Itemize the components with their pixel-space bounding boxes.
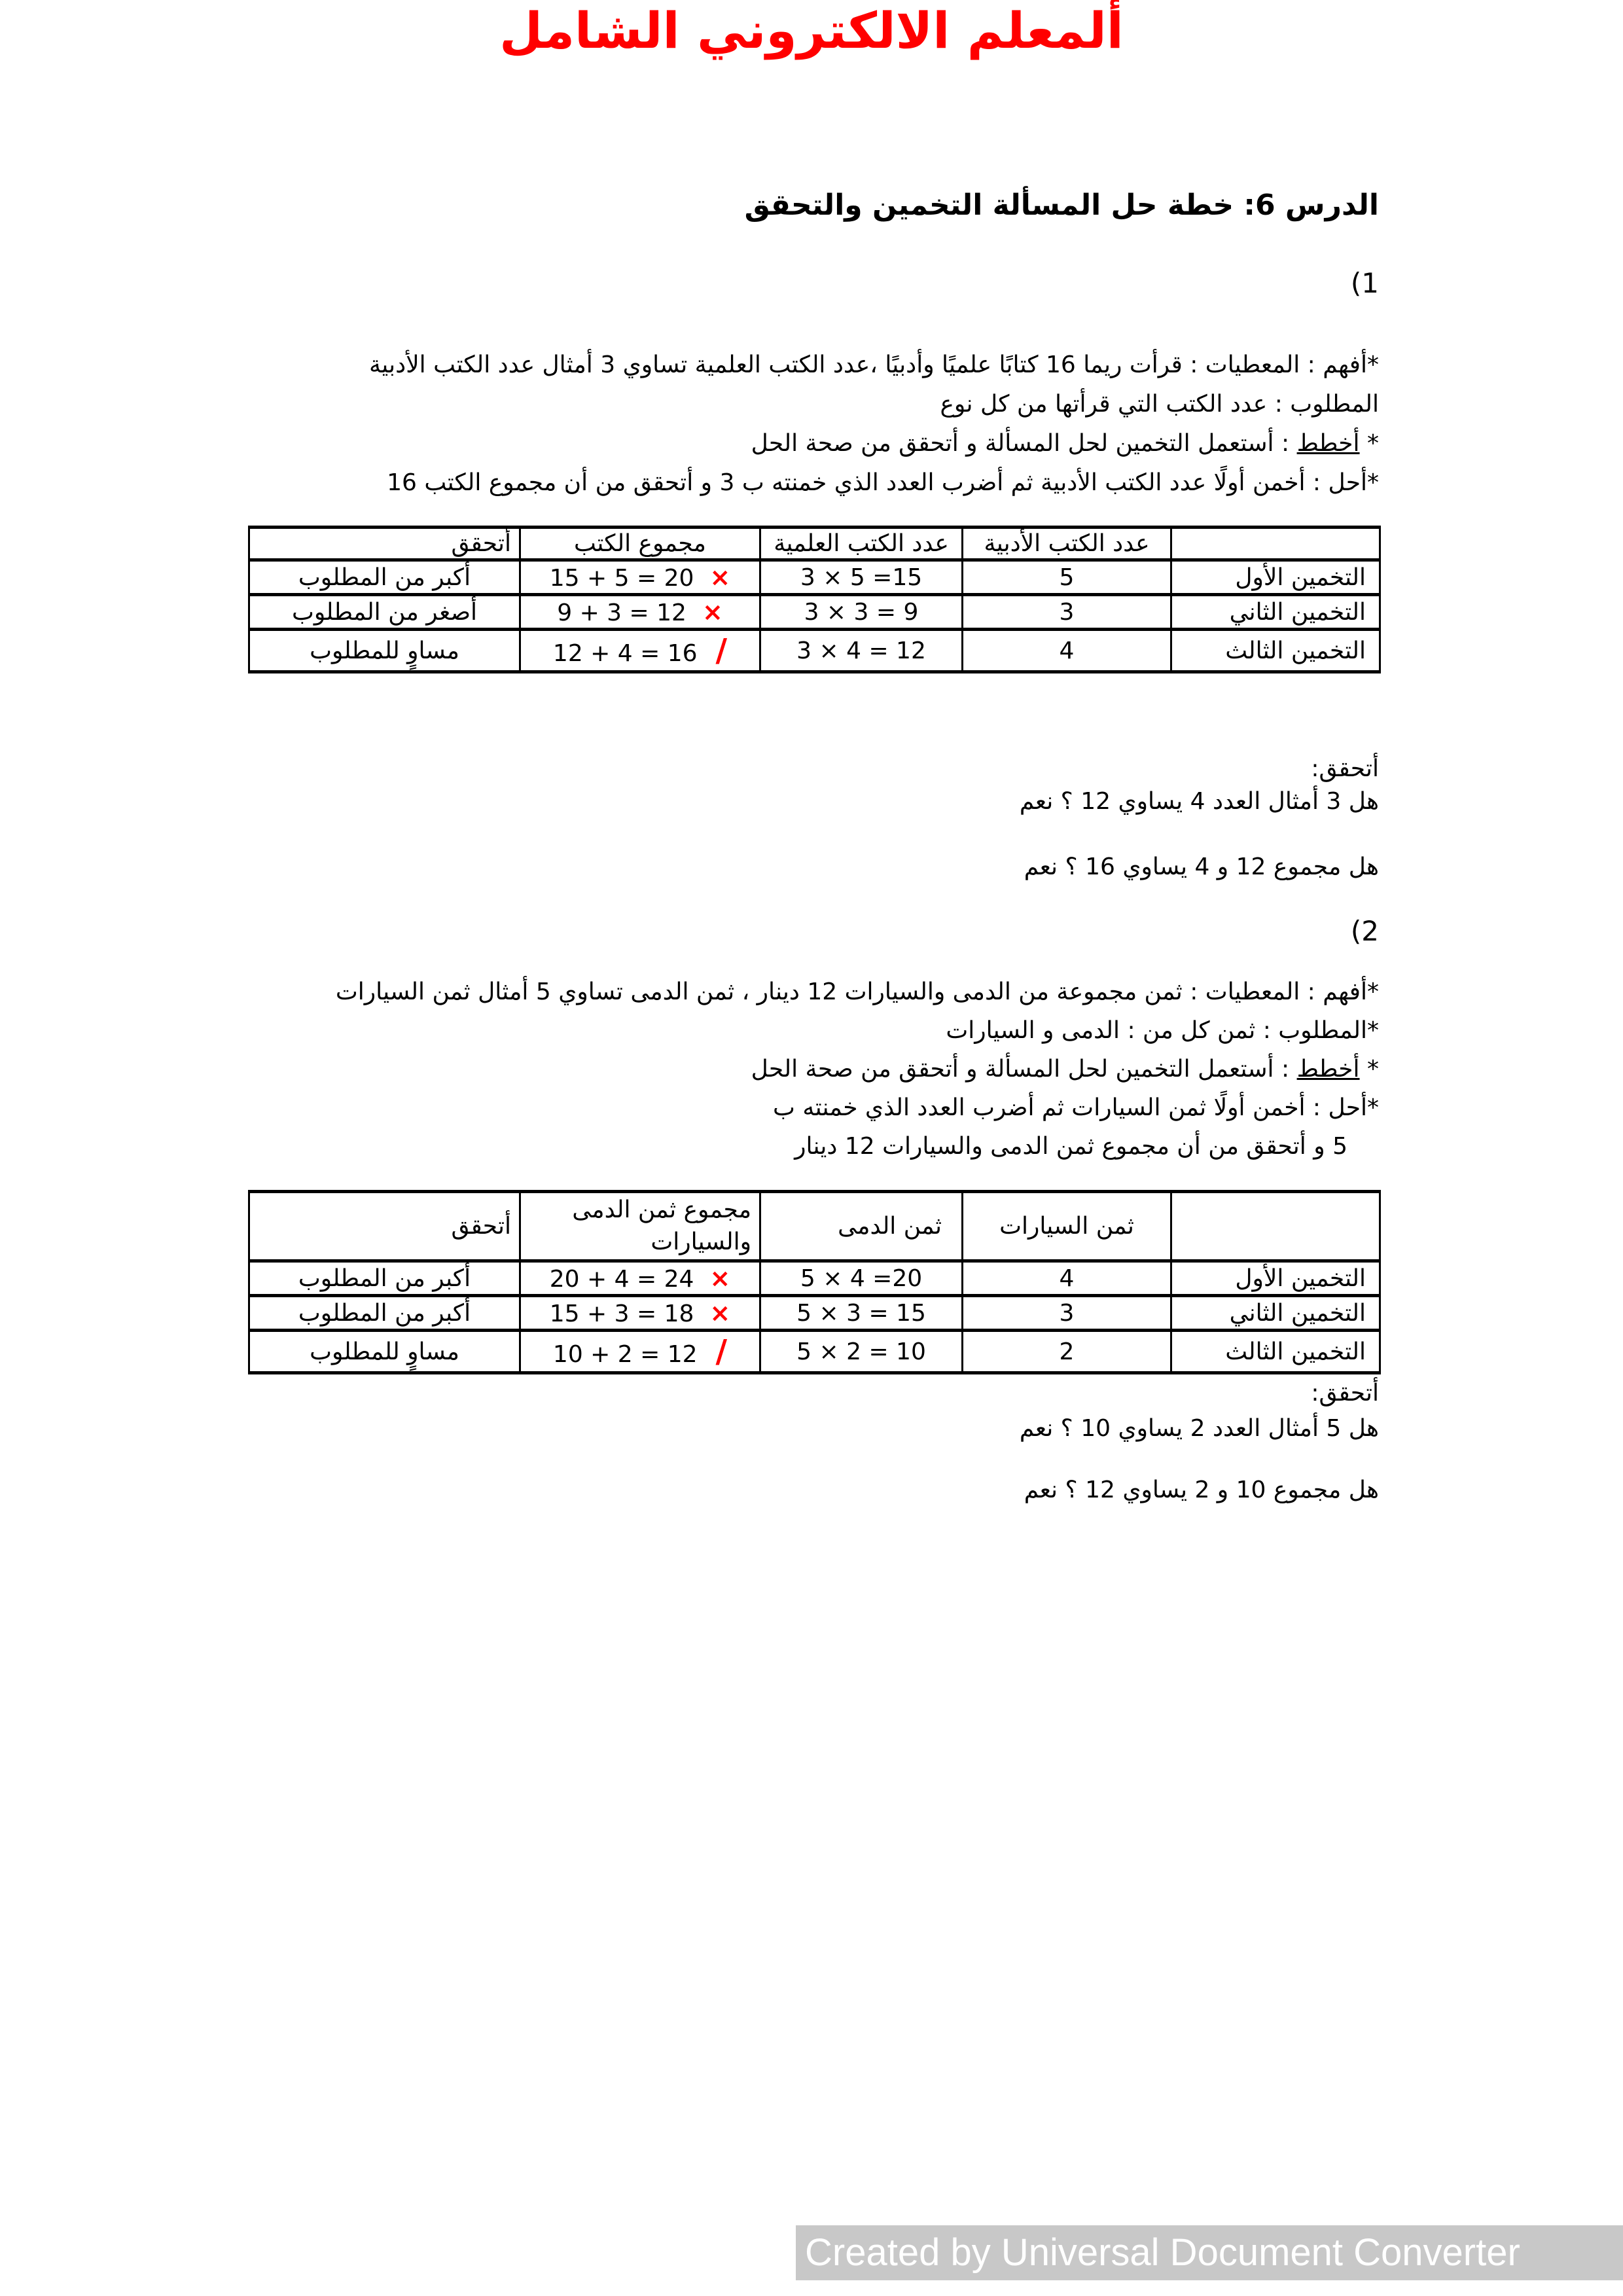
table-row: التخمين الثاني 3 3 × 3 = 9 9 + 3 = 12 × أ… <box>248 593 1381 631</box>
row-label: التخمين الأول <box>1170 1259 1381 1298</box>
header-guess: عدد الكتب الأدبية <box>961 526 1172 562</box>
check-result: أكبر من المطلوب <box>248 558 521 596</box>
result-mark: / <box>715 1333 728 1371</box>
plan-line: * أخطط : أستعمل التخمين لحل المسألة و أت… <box>369 424 1379 463</box>
verify-question: هل مجموع 12 و 4 يساوي 16 ؟ نعم <box>1024 853 1379 880</box>
required-line: المطلوب : عدد الكتب التي قرأتها من كل نو… <box>940 391 1379 418</box>
watermark-text: Created by Universal Document Converter <box>805 2231 1520 2274</box>
solve-line: *أحل : أخمن أولًا عدد الكتب الأدبية ثم أ… <box>387 469 1379 496</box>
header-guess: ثمن السيارات <box>961 1189 1172 1263</box>
row-label: التخمين الثالث <box>1170 628 1381 673</box>
guess-table-2: ثمن السيارات ثمن الدمى مجموع ثمن الدمى و… <box>248 1189 1381 1375</box>
verify-question: هل 5 أمثال العدد 2 يساوي 10 ؟ نعم <box>1019 1415 1379 1442</box>
watermark-bar: Created by Universal Document Converter <box>796 2225 1623 2280</box>
site-title: ألمعلم الالكتروني الشامل <box>499 1 1124 60</box>
result-mark: / <box>715 632 728 669</box>
header-multiply: عدد الكتب العلمية <box>759 526 963 562</box>
table-row: التخمين الثالث 2 5 × 2 = 10 10 + 2 = 12 /… <box>248 1329 1381 1375</box>
header-empty <box>1170 1189 1381 1263</box>
guess-value: 4 <box>961 628 1172 673</box>
result-mark: × <box>709 1299 731 1328</box>
guess-value: 4 <box>961 1259 1172 1298</box>
sum-formula: 12 + 4 = 16 / <box>519 628 761 673</box>
lesson-heading: الدرس 6: خطة حل المسألة التخمين والتحقق <box>744 188 1379 222</box>
multiply-formula: 3 × 4 = 12 <box>759 628 963 673</box>
result-mark: × <box>709 1264 731 1293</box>
plan-rest: : أستعمل التخمين لحل المسألة و أتحقق من … <box>751 430 1297 457</box>
table-header-row: عدد الكتب الأدبية عدد الكتب العلمية مجمو… <box>248 526 1381 562</box>
guess-value: 5 <box>961 558 1172 596</box>
check-result: مساوٍ للمطلوب <box>248 628 521 673</box>
header-sum: مجموع الكتب <box>519 526 761 562</box>
multiply-formula: 5 × 3 = 15 <box>759 1294 963 1333</box>
problem2-statement: *أفهم : المعطيات : ثمن مجموعة من الدمى و… <box>336 973 1379 1166</box>
row-label: التخمين الثالث <box>1170 1329 1381 1375</box>
plan-prefix: * <box>1359 1056 1379 1083</box>
table-header-row: ثمن السيارات ثمن الدمى مجموع ثمن الدمى و… <box>248 1189 1381 1263</box>
guess-value: 3 <box>961 1294 1172 1333</box>
problem2-number-text: (2 <box>1350 915 1379 947</box>
verify-title: أتحقق: <box>1311 755 1379 782</box>
plan-prefix: * <box>1359 430 1379 457</box>
plan-line: * أخطط : أستعمل التخمين لحل المسألة و أت… <box>336 1050 1379 1088</box>
verify-title: أتحقق: <box>1311 1380 1379 1407</box>
header-multiply: ثمن الدمى <box>759 1189 963 1263</box>
check-result: أكبر من المطلوب <box>248 1294 521 1333</box>
plan-rest: : أستعمل التخمين لحل المسألة و أتحقق من … <box>751 1056 1297 1083</box>
table-row: التخمين الثاني 3 5 × 3 = 15 15 + 3 = 18 ×… <box>248 1294 1381 1333</box>
verify-question: هل مجموع 10 و 2 يساوي 12 ؟ نعم <box>1024 1477 1379 1503</box>
sum-formula: 20 + 4 = 24 × <box>519 1259 761 1298</box>
sum-formula: 15 + 3 = 18 × <box>519 1294 761 1333</box>
problem1-number: (1 <box>1351 267 1379 299</box>
sum-formula: 15 + 5 = 20 × <box>519 558 761 596</box>
row-label: التخمين الثاني <box>1170 593 1381 631</box>
header-empty <box>1170 526 1381 562</box>
sum-expression: 15 + 3 = 18 <box>549 1300 694 1328</box>
required-line: *المطلوب : ثمن كل من : الدمى و السيارات <box>946 1017 1379 1044</box>
check-result: مساوٍ للمطلوب <box>248 1329 521 1375</box>
header-check: أتحقق <box>248 1189 521 1263</box>
problem1-statement: *أفهم : المعطيات : قرأت ريما 16 كتابًا ع… <box>369 346 1379 503</box>
table-row: التخمين الأول 5 3 × 5 =15 15 + 5 = 20 × أ… <box>248 558 1381 596</box>
sum-expression: 20 + 4 = 24 <box>549 1266 694 1293</box>
verify-question: هل 3 أمثال العدد 4 يساوي 12 ؟ نعم <box>1019 788 1379 815</box>
sum-expression: 12 + 4 = 16 <box>552 640 698 667</box>
multiply-formula: 3 × 5 =15 <box>759 558 963 596</box>
row-label: التخمين الأول <box>1170 558 1381 596</box>
sum-expression: 9 + 3 = 12 <box>557 600 687 626</box>
guess-value: 3 <box>961 593 1172 631</box>
sum-expression: 15 + 5 = 20 <box>549 565 694 592</box>
sum-formula: 10 + 2 = 12 / <box>519 1329 761 1375</box>
problem2-number: (2 <box>1351 915 1379 947</box>
check-result: أكبر من المطلوب <box>248 1259 521 1298</box>
header-sum: مجموع ثمن الدمى والسيارات <box>519 1189 761 1263</box>
guess-table-1: عدد الكتب الأدبية عدد الكتب العلمية مجمو… <box>248 526 1381 673</box>
multiply-formula: 5 × 4 =20 <box>759 1259 963 1298</box>
table-row: التخمين الأول 4 5 × 4 =20 20 + 4 = 24 × أ… <box>248 1259 1381 1298</box>
solve-line-continuation: 5 و أتحقق من أن مجموع ثمن الدمى والسيارا… <box>794 1133 1347 1160</box>
solve-line: *أحل : أخمن أولًا ثمن السيارات ثم أضرب ا… <box>773 1094 1379 1121</box>
sum-expression: 10 + 2 = 12 <box>552 1341 698 1369</box>
guess-value: 2 <box>961 1329 1172 1375</box>
sum-formula: 9 + 3 = 12 × <box>519 593 761 631</box>
table-row: التخمين الثالث 4 3 × 4 = 12 12 + 4 = 16 /… <box>248 628 1381 673</box>
multiply-formula: 5 × 2 = 10 <box>759 1329 963 1375</box>
row-label: التخمين الثاني <box>1170 1294 1381 1333</box>
multiply-formula: 3 × 3 = 9 <box>759 593 963 631</box>
result-mark: × <box>702 598 723 626</box>
understand-line: *أفهم : المعطيات : ثمن مجموعة من الدمى و… <box>335 978 1379 1005</box>
header-check: أتحقق <box>248 526 521 562</box>
result-mark: × <box>709 563 731 592</box>
problem1-number-text: (1 <box>1350 267 1379 299</box>
check-result: أصغر من المطلوب <box>248 593 521 631</box>
plan-keyword: أخطط <box>1296 430 1360 457</box>
plan-keyword: أخطط <box>1296 1056 1360 1083</box>
understand-line: *أفهم : المعطيات : قرأت ريما 16 كتابًا ع… <box>368 351 1379 378</box>
